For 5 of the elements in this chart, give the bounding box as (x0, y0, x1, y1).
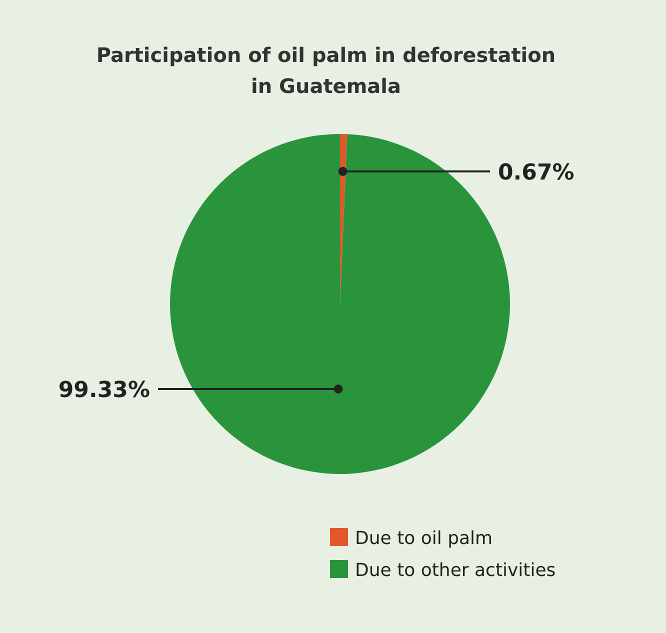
legend-label: Due to oil palm (355, 528, 493, 549)
legend-label: Due to other activities (355, 560, 556, 581)
data-label: 99.33% (58, 378, 150, 403)
data-label: 0.67% (498, 160, 574, 186)
chart-title: Participation of oil palm in deforestation in Guatemala (96, 43, 556, 98)
